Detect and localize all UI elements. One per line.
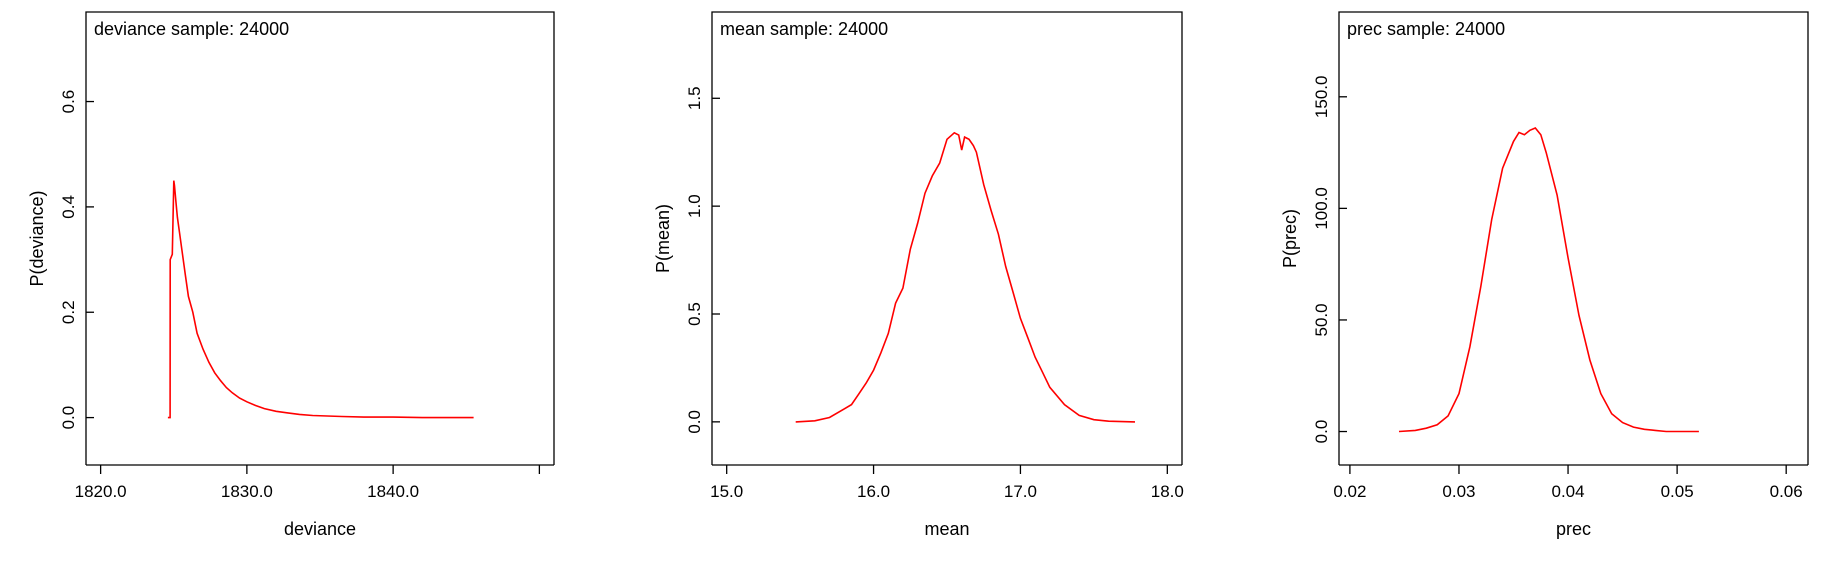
x-tick-label: 0.06 — [1770, 482, 1803, 501]
x-tick-label: 18.0 — [1151, 482, 1184, 501]
plot-frame — [711, 11, 1183, 465]
density-panel-mean: 15.0 16.0 17.0 18.0 0.0 0.5 1.0 1.5 mean sample:… — [653, 11, 1184, 539]
plot-frame — [85, 11, 555, 465]
x-tick-label: 0.05 — [1661, 482, 1694, 501]
x-tick-label: 1820.0 — [75, 482, 127, 501]
y-tick-label: 150.0 — [1312, 76, 1331, 119]
x-tick-label: 1840.0 — [367, 482, 419, 501]
y-tick-label: 1.0 — [685, 194, 704, 218]
x-tick-label: 0.02 — [1333, 482, 1366, 501]
y-tick-label: 50.0 — [1312, 303, 1331, 336]
y-axis-title: P(mean) — [653, 204, 673, 273]
x-tick-label: 1830.0 — [221, 482, 273, 501]
x-tick-label: 0.04 — [1551, 482, 1584, 501]
panel-title: deviance sample: 24000 — [94, 19, 289, 39]
plot-frame — [1338, 11, 1809, 465]
density-panel-deviance: 1820.0 1830.0 1840.0 0.0 0.2 0.4 0.6 deviance s… — [27, 11, 555, 539]
y-tick-label: 0.2 — [59, 300, 78, 324]
x-axis-title: mean — [924, 519, 969, 539]
y-tick-label: 1.5 — [685, 86, 704, 110]
y-tick-label: 0.5 — [685, 302, 704, 326]
x-tick-label: 15.0 — [710, 482, 743, 501]
x-axis-title: deviance — [284, 519, 356, 539]
density-curve-mean — [795, 131, 1136, 423]
y-axis-title: P(prec) — [1280, 209, 1300, 268]
y-tick-label: 0.6 — [59, 90, 78, 114]
x-tick-label: 17.0 — [1004, 482, 1037, 501]
x-tick-label: 16.0 — [857, 482, 890, 501]
x-axis-title: prec — [1556, 519, 1591, 539]
density-panel-prec: 0.02 0.03 0.04 0.05 0.06 0.0 50.0 100.0 150.0 pre… — [1280, 11, 1809, 539]
y-tick-label: 0.0 — [59, 406, 78, 430]
x-tick-label: 0.03 — [1442, 482, 1475, 501]
y-axis-title: P(deviance) — [27, 190, 47, 286]
y-tick-label: 0.4 — [59, 195, 78, 219]
panel-title: prec sample: 24000 — [1347, 19, 1505, 39]
density-curve-deviance — [167, 180, 474, 419]
y-tick-label: 0.0 — [1312, 420, 1331, 444]
y-tick-label: 100.0 — [1312, 187, 1331, 230]
panel-title: mean sample: 24000 — [720, 19, 888, 39]
density-curve-prec — [1398, 127, 1699, 433]
y-tick-label: 0.0 — [685, 410, 704, 434]
